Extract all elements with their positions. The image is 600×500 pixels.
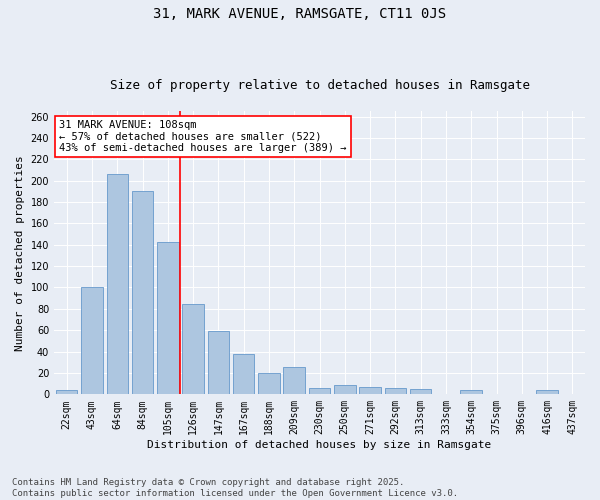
- Bar: [385, 388, 406, 394]
- Bar: [132, 192, 153, 394]
- Bar: [157, 242, 179, 394]
- Text: 31 MARK AVENUE: 108sqm
← 57% of detached houses are smaller (522)
43% of semi-de: 31 MARK AVENUE: 108sqm ← 57% of detached…: [59, 120, 347, 153]
- Bar: [460, 390, 482, 394]
- Text: Contains HM Land Registry data © Crown copyright and database right 2025.
Contai: Contains HM Land Registry data © Crown c…: [12, 478, 458, 498]
- Bar: [182, 304, 204, 394]
- Bar: [359, 387, 381, 394]
- Bar: [56, 390, 77, 394]
- Bar: [233, 354, 254, 395]
- Bar: [283, 366, 305, 394]
- Y-axis label: Number of detached properties: Number of detached properties: [15, 155, 25, 350]
- Bar: [410, 389, 431, 394]
- X-axis label: Distribution of detached houses by size in Ramsgate: Distribution of detached houses by size …: [148, 440, 491, 450]
- Bar: [81, 288, 103, 395]
- Title: Size of property relative to detached houses in Ramsgate: Size of property relative to detached ho…: [110, 79, 530, 92]
- Bar: [309, 388, 330, 394]
- Bar: [536, 390, 558, 394]
- Bar: [258, 373, 280, 394]
- Text: 31, MARK AVENUE, RAMSGATE, CT11 0JS: 31, MARK AVENUE, RAMSGATE, CT11 0JS: [154, 8, 446, 22]
- Bar: [208, 332, 229, 394]
- Bar: [107, 174, 128, 394]
- Bar: [334, 384, 356, 394]
